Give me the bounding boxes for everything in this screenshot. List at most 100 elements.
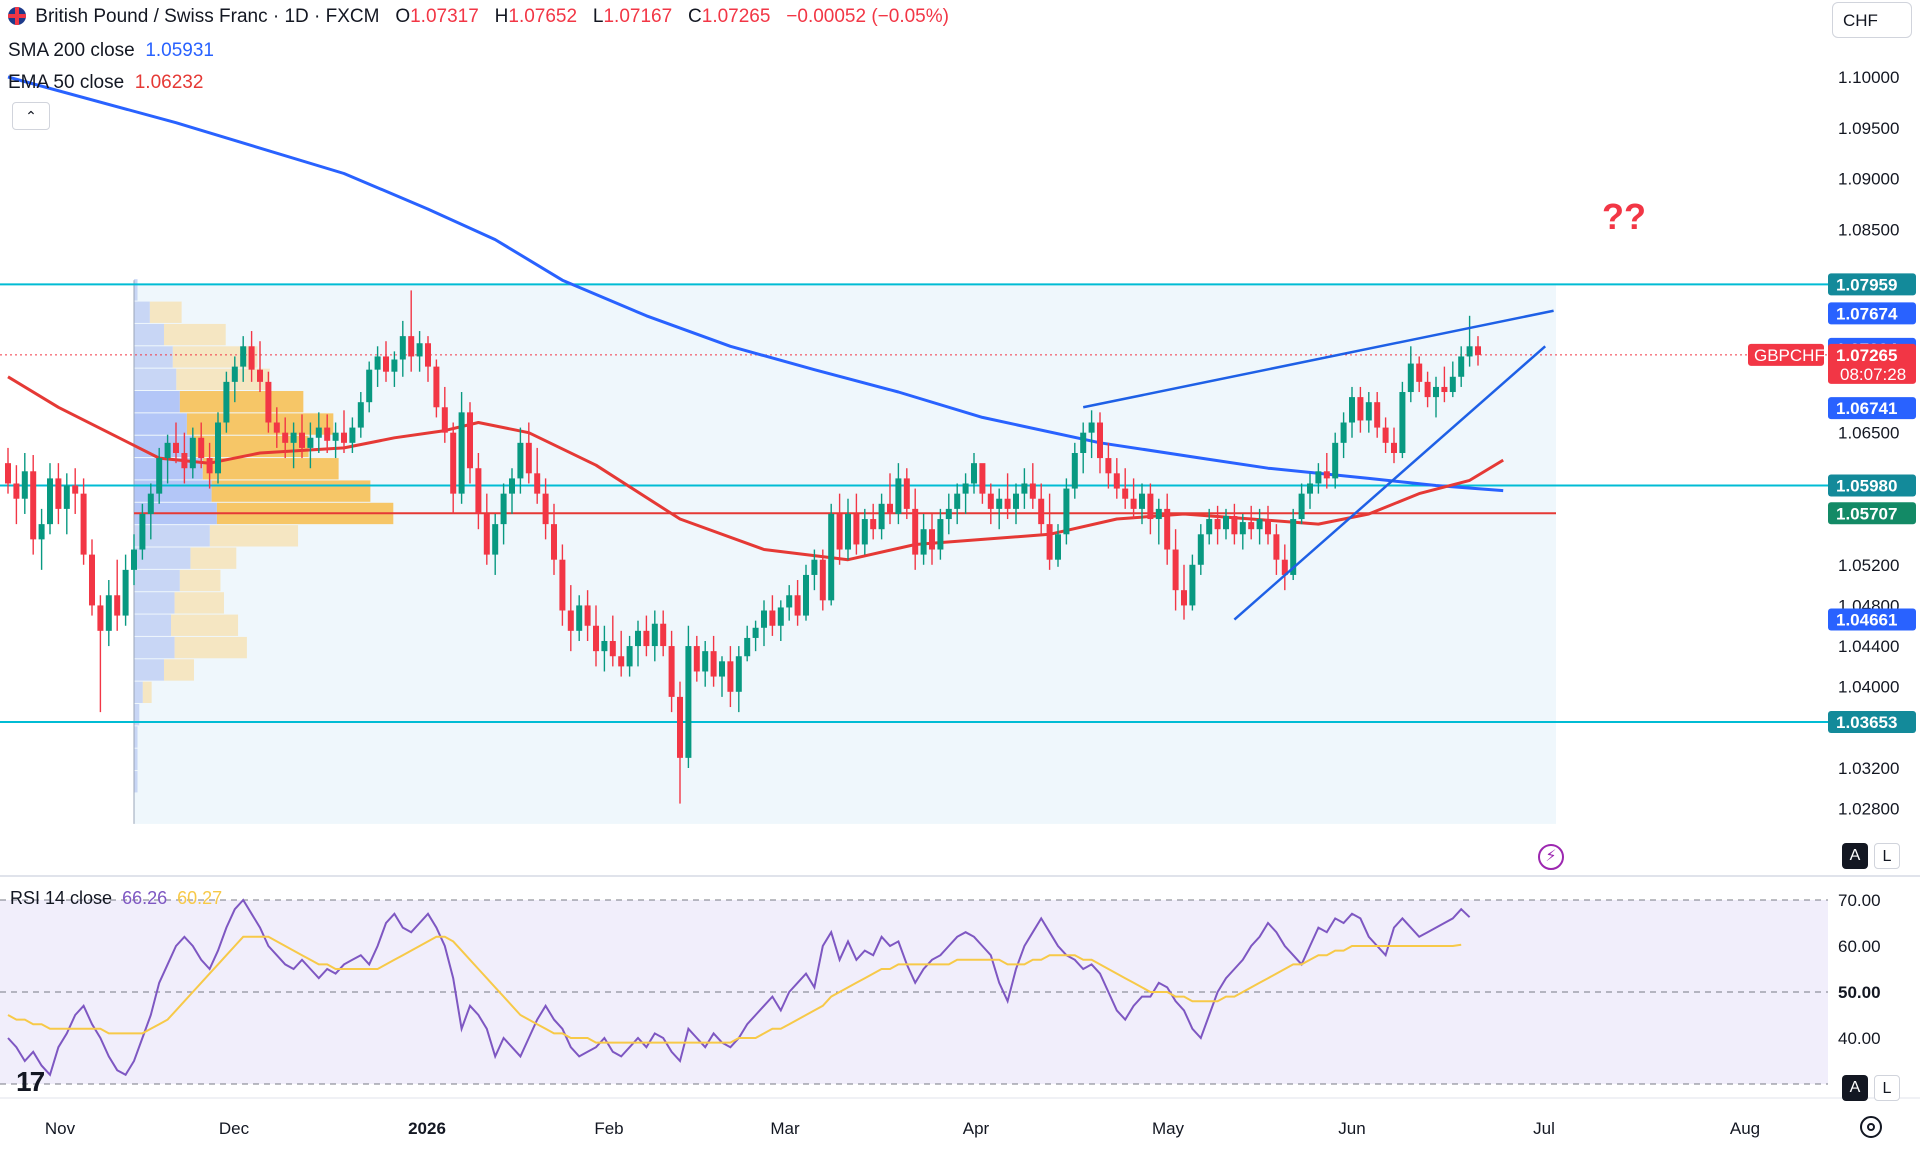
open-label: O	[395, 6, 411, 27]
volume-profile-up-bar	[134, 279, 138, 301]
ema-value: 1.06232	[134, 72, 204, 93]
candle-body	[122, 569, 129, 616]
candle	[1013, 483, 1019, 525]
candle-body	[668, 646, 675, 697]
candle-body	[693, 646, 700, 672]
level-price-tag-bg	[1828, 502, 1916, 525]
candle-body	[559, 559, 566, 611]
candle	[601, 625, 608, 672]
candle-body	[156, 458, 163, 494]
candle	[517, 427, 524, 494]
candle	[1391, 427, 1397, 464]
candle-body	[240, 346, 247, 367]
symbol-title[interactable]: British Pound / Swiss Franc · 1D · FXCM	[35, 6, 380, 27]
candle	[374, 346, 381, 387]
lightning-icon[interactable]: ⚡	[1538, 844, 1564, 870]
candle-body	[1449, 376, 1456, 393]
candle-body	[1088, 422, 1095, 433]
candle-body	[710, 651, 717, 677]
candle	[164, 434, 171, 484]
time-axis-tick: Jun	[1338, 1119, 1365, 1138]
candle	[786, 585, 793, 621]
candle-body	[525, 442, 532, 474]
candle	[1088, 410, 1095, 459]
log-scale-button[interactable]: L	[1874, 843, 1900, 869]
rsi-log-scale-button[interactable]: L	[1874, 1075, 1900, 1101]
candle	[1315, 463, 1322, 494]
candle	[996, 488, 1003, 530]
last-price-tag-bg	[1828, 343, 1916, 384]
volume-profile-down-bar	[179, 569, 221, 592]
candle	[912, 488, 919, 570]
candle	[1155, 498, 1162, 545]
symbol-legend: British Pound / Swiss Franc · 1D · FXCM …	[8, 6, 949, 28]
price-axis-tick: 1.08500	[1838, 220, 1899, 239]
candle-body	[441, 407, 448, 433]
candle-body	[836, 513, 843, 550]
candle	[534, 447, 541, 504]
candle	[1357, 386, 1364, 433]
candle	[971, 452, 977, 494]
ema-legend[interactable]: EMA 50 close 1.06232	[8, 72, 203, 94]
candle	[324, 414, 331, 453]
candle-body	[131, 549, 137, 570]
candle-body	[542, 493, 549, 525]
candle	[811, 549, 818, 591]
currency-selector[interactable]: CHF	[1832, 2, 1912, 38]
settings-gear-icon[interactable]	[1860, 1116, 1882, 1138]
lower-trendline	[1233, 345, 1547, 621]
candle-body	[391, 359, 398, 372]
candle	[559, 544, 566, 626]
candle	[483, 493, 490, 565]
time-axis-tick: Mar	[770, 1119, 800, 1138]
rsi-legend[interactable]: RSI 14 close 66.26 60.27	[10, 888, 222, 909]
change-value: −0.00052 (−0.05%)	[786, 6, 949, 27]
candle	[542, 478, 549, 540]
candle	[1298, 483, 1305, 525]
candle	[635, 620, 641, 667]
rsi-auto-scale-button[interactable]: A	[1842, 1075, 1868, 1101]
candle	[1214, 505, 1221, 545]
candle-body	[996, 498, 1003, 509]
candle-body	[231, 366, 238, 382]
candle	[72, 468, 79, 514]
candle	[1424, 371, 1431, 408]
auto-scale-button[interactable]: A	[1842, 843, 1868, 869]
candle-body	[248, 346, 255, 370]
candle	[962, 473, 969, 514]
candle-body	[1147, 493, 1154, 520]
time-axis-tick: Jul	[1533, 1119, 1555, 1138]
volume-profile-up-bar	[134, 703, 140, 726]
sma-legend[interactable]: SMA 200 close 1.05931	[8, 40, 214, 62]
candle-body	[1214, 519, 1221, 530]
candle-body	[114, 595, 121, 616]
candle-body	[609, 640, 616, 657]
candle-body	[1407, 363, 1414, 393]
candle-body	[1349, 397, 1355, 423]
candle	[38, 508, 45, 570]
candle	[828, 503, 835, 606]
rsi-axis-tick: 60.00	[1838, 937, 1881, 956]
candle-body	[777, 607, 784, 626]
candle-body	[1004, 498, 1011, 509]
time-axis-tick: Nov	[45, 1119, 76, 1138]
candle-body	[307, 437, 314, 448]
candle-body	[475, 468, 482, 514]
candle-body	[483, 513, 490, 555]
candle-body	[1172, 549, 1179, 591]
price-axis-tick: 1.02800	[1838, 800, 1899, 819]
sma-value: 1.05931	[145, 40, 214, 61]
volume-profile-down-bar	[209, 525, 299, 547]
candle-body	[702, 651, 709, 672]
candle	[425, 336, 431, 382]
candle	[189, 427, 196, 479]
candle	[761, 600, 767, 647]
candle	[315, 412, 322, 453]
candle-body	[878, 503, 885, 530]
candle	[1349, 386, 1355, 438]
candle-body	[492, 524, 499, 555]
candle	[954, 483, 961, 525]
collapse-legend-button[interactable]: ⌃	[12, 102, 50, 130]
candle	[1340, 412, 1347, 459]
